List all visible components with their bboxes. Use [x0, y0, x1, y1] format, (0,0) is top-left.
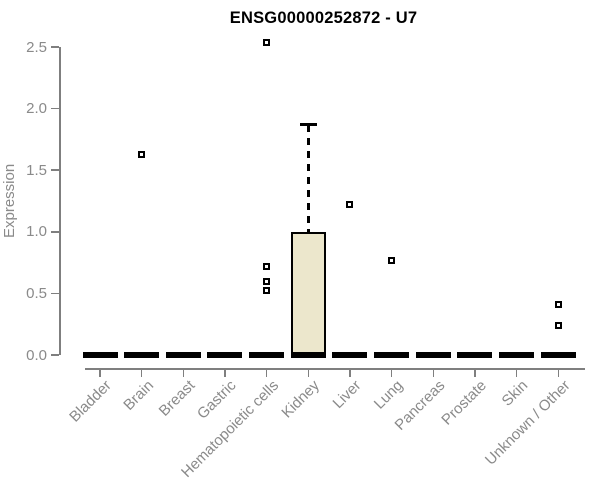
y-tick: [51, 292, 59, 295]
y-tick: [51, 231, 59, 233]
y-tick: [51, 46, 59, 48]
outlier-point: [554, 321, 562, 329]
outlier-point: [346, 201, 354, 209]
x-tick-label: Kidney: [278, 377, 324, 422]
x-tick: [474, 368, 476, 377]
y-axis-label: Expression: [1, 163, 18, 239]
outlier-point: [263, 38, 271, 46]
x-tick: [557, 368, 560, 377]
y-tick-label: 2.0: [26, 100, 47, 118]
x-tick: [390, 368, 393, 377]
x-tick-label: Bladder: [66, 377, 116, 426]
x-tick: [265, 368, 268, 377]
whisker-cap: [299, 123, 317, 126]
x-tick-label: Skin: [498, 377, 532, 410]
x-tick: [515, 368, 518, 377]
chart-title: ENSG00000252872 - U7: [229, 9, 418, 27]
x-tick-label: Brain: [119, 377, 157, 414]
collapsed-box: [249, 351, 285, 359]
x-tick: [99, 368, 101, 377]
outlier-point: [263, 277, 271, 285]
y-tick-label: 1.5: [26, 161, 47, 179]
median-line: [290, 351, 326, 359]
collapsed-box: [499, 351, 535, 359]
whisker-line: [307, 124, 310, 232]
y-axis-line: [59, 47, 61, 355]
collapsed-box: [165, 351, 201, 359]
collapsed-box: [124, 351, 160, 359]
x-tick: [432, 368, 435, 377]
x-tick: [349, 368, 351, 377]
y-tick-label: 1.0: [26, 223, 47, 241]
y-tick-label: 0.0: [26, 346, 47, 364]
x-tick-label: Breast: [155, 377, 199, 420]
y-tick: [51, 169, 59, 171]
y-tick-label: 0.5: [26, 284, 47, 302]
x-tick: [224, 368, 226, 377]
y-tick: [51, 107, 59, 110]
collapsed-box: [540, 351, 576, 359]
collapsed-box: [374, 351, 410, 359]
x-tick-label: Liver: [329, 377, 365, 413]
x-tick: [307, 368, 310, 377]
collapsed-box: [82, 351, 118, 359]
x-tick-label: Prostate: [438, 377, 490, 429]
y-tick: [51, 354, 59, 356]
collapsed-box: [332, 351, 368, 359]
outlier-point: [263, 287, 271, 295]
outlier-point: [554, 300, 562, 308]
x-axis-line: [85, 368, 585, 370]
outlier-point: [388, 256, 396, 264]
x-tick: [140, 368, 143, 377]
x-tick: [182, 368, 185, 377]
collapsed-box: [457, 351, 493, 359]
collapsed-box: [207, 351, 243, 359]
collapsed-box: [415, 351, 451, 359]
outlier-point: [138, 150, 146, 158]
y-tick-label: 2.5: [26, 38, 47, 56]
outlier-point: [263, 262, 271, 270]
box-rect: [290, 231, 326, 355]
x-tick-label: Lung: [371, 377, 407, 413]
